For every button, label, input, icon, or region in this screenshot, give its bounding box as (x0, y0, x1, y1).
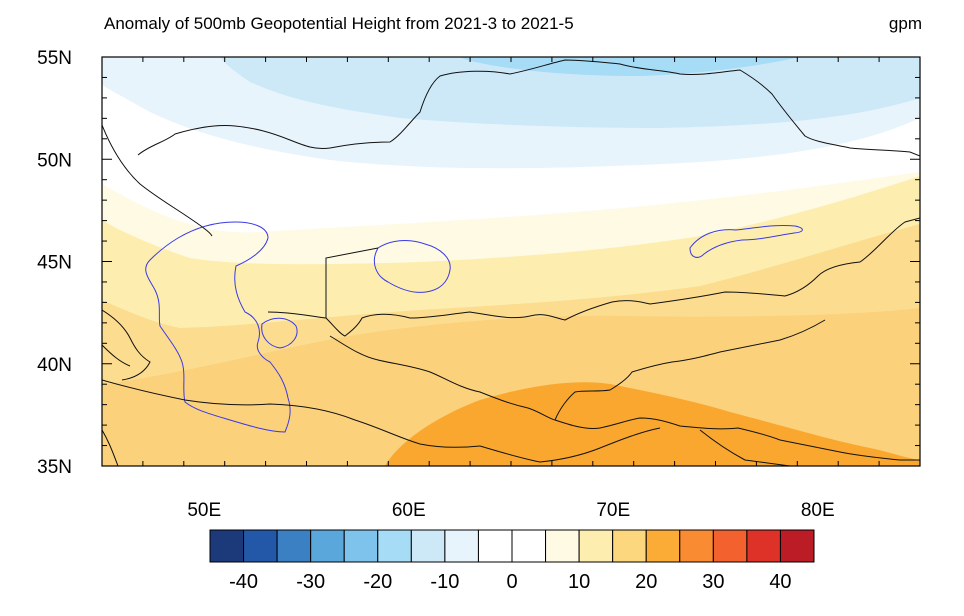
china-india-border (779, 439, 920, 461)
colorbar-label: 0 (506, 571, 517, 593)
field-band-pos20 (385, 382, 920, 466)
lat-label: 40N (37, 355, 72, 376)
colorbar-swatch (746, 529, 781, 563)
lat-label: 45N (37, 253, 72, 274)
colorbar (209, 529, 815, 563)
map-title: Anomaly of 500mb Geopotential Height fro… (104, 14, 574, 33)
colorbar-swatch (243, 529, 278, 563)
field-band-neg10 (220, 57, 920, 128)
colorbar-labels: -40 -30 -20 -10 0 10 20 30 40 (229, 571, 791, 593)
aral-sea (373, 240, 451, 293)
turkmenistan-uzbekistan-border (329, 335, 556, 421)
kazakhstan-china-border (649, 217, 920, 305)
tajikistan-afghanistan-border (554, 417, 781, 441)
colorbar-label: -40 (229, 571, 258, 593)
latitude-labels: 55N 50N 45N 40N 35N (37, 48, 72, 478)
afghanistan-pakistan-border (479, 427, 791, 466)
colorbar-swatch (712, 529, 748, 563)
colorbar-label: -30 (296, 571, 325, 593)
colorbar-swatch (310, 529, 345, 563)
units-label: gpm (888, 14, 922, 33)
colorbar-swatch (779, 529, 815, 563)
kara-bogaz-gol (261, 317, 298, 349)
anomaly-field (102, 57, 920, 466)
lat-label: 55N (37, 48, 72, 69)
colorbar-swatch (477, 529, 513, 563)
colorbar-label: 20 (635, 571, 657, 593)
axis-ticks (101, 56, 921, 467)
lon-label: 60E (392, 500, 426, 521)
lat-label: 35N (37, 457, 72, 478)
lake-balkhash (689, 225, 803, 258)
colorbar-label: -20 (363, 571, 392, 593)
colorbar-swatch (511, 529, 547, 563)
lat-label: 50N (37, 150, 72, 171)
colorbar-label: 30 (702, 571, 724, 593)
boundaries (102, 59, 920, 466)
colorbar-swatch (377, 529, 412, 563)
colorbar-swatch (612, 529, 647, 563)
russia-kazakhstan-border (102, 59, 920, 237)
colorbar-swatch (444, 529, 479, 563)
colorbar-label: 10 (568, 571, 590, 593)
colorbar-swatch (545, 529, 580, 563)
caucasus-borders (102, 309, 151, 381)
lon-label: 80E (801, 500, 835, 521)
colorbar-swatch (645, 529, 681, 563)
colorbar-swatch (343, 529, 379, 563)
colorbar-swatch (276, 529, 312, 563)
kazakhstan-uzbekistan-border (267, 247, 651, 337)
lon-label: 50E (187, 500, 221, 521)
colorbar-swatch (679, 529, 714, 563)
uzbekistan-tajik-kyrgyz-border (554, 319, 826, 421)
colorbar-swatch (209, 529, 245, 563)
caspian-sea (145, 221, 291, 433)
colorbar-swatch (410, 529, 446, 563)
iran-turkmenistan-border (102, 379, 481, 448)
colorbar-label: 40 (769, 571, 791, 593)
lon-label: 70E (596, 500, 630, 521)
colorbar-swatch (578, 529, 614, 563)
colorbar-label: -10 (430, 571, 459, 593)
longitude-labels: 50E 60E 70E 80E (187, 500, 834, 521)
turkey-iran-border (102, 429, 119, 466)
